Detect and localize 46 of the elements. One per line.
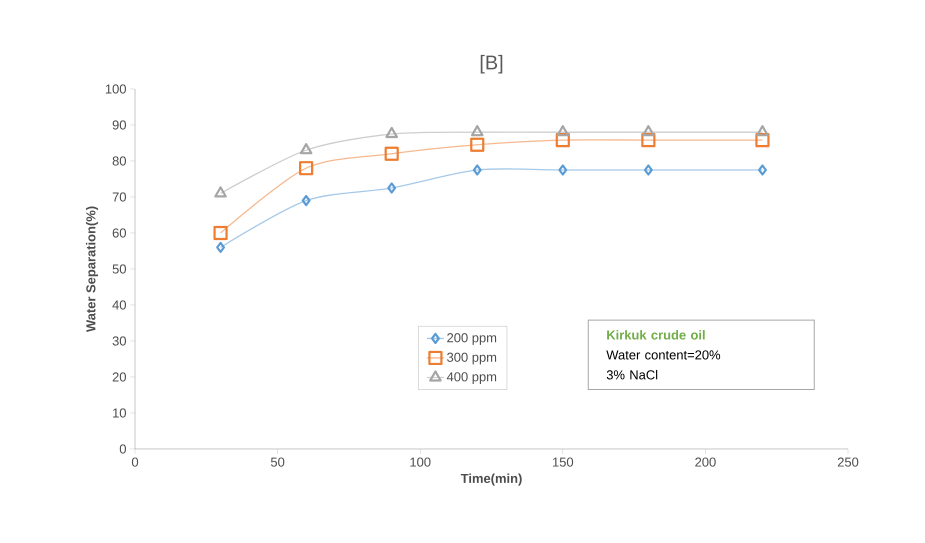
- annotation: Kirkuk crude oil: [607, 330, 705, 340]
- point: [299, 161, 314, 176]
- legend-label: 400 ppm: [446, 372, 496, 384]
- legend-label: 300 ppm: [447, 352, 496, 364]
- y-tick-label: 100: [106, 84, 126, 94]
- y-tick-label: 20: [112, 372, 126, 382]
- point: [384, 146, 399, 161]
- annotation: 3% NaCl: [606, 370, 658, 380]
- chart-title: [B]: [480, 54, 502, 74]
- x-axis-title: Time(min): [460, 474, 522, 486]
- point: [755, 133, 770, 148]
- point: [302, 194, 311, 206]
- x-tick-label: 0: [132, 458, 138, 467]
- point: [470, 125, 484, 136]
- y-tick-label: 0: [120, 444, 126, 454]
- y-tick-label: 60: [112, 228, 126, 238]
- point: [641, 133, 656, 148]
- x-tick-label: 200: [695, 458, 716, 467]
- point: [556, 125, 570, 136]
- y-tick-label: 30: [112, 336, 126, 346]
- point: [213, 226, 228, 240]
- point: [470, 138, 484, 152]
- point: [385, 126, 398, 138]
- point: [216, 242, 226, 253]
- point: [758, 164, 767, 176]
- x-tick-label: 250: [838, 458, 858, 467]
- y-tick-label: 40: [112, 300, 126, 310]
- x-tick-label: 150: [552, 458, 574, 467]
- y-tick-label: 50: [112, 264, 126, 274]
- point: [642, 125, 655, 136]
- point: [472, 164, 482, 176]
- y-tick-label: 90: [112, 120, 126, 130]
- point: [558, 164, 568, 176]
- x-tick-label: 50: [270, 458, 284, 467]
- point: [644, 164, 653, 176]
- y-axis-title: Water Separation(%): [86, 206, 98, 332]
- point: [300, 143, 312, 154]
- point: [556, 133, 570, 148]
- point: [387, 182, 396, 194]
- x-tick-label: 100: [410, 458, 431, 467]
- annotation: Water content=20%: [606, 350, 720, 360]
- y-tick-label: 70: [112, 192, 126, 202]
- point: [756, 125, 769, 136]
- y-tick-label: 80: [112, 156, 126, 166]
- legend-label: 200 ppm: [447, 333, 496, 345]
- y-tick-label: 10: [113, 408, 126, 418]
